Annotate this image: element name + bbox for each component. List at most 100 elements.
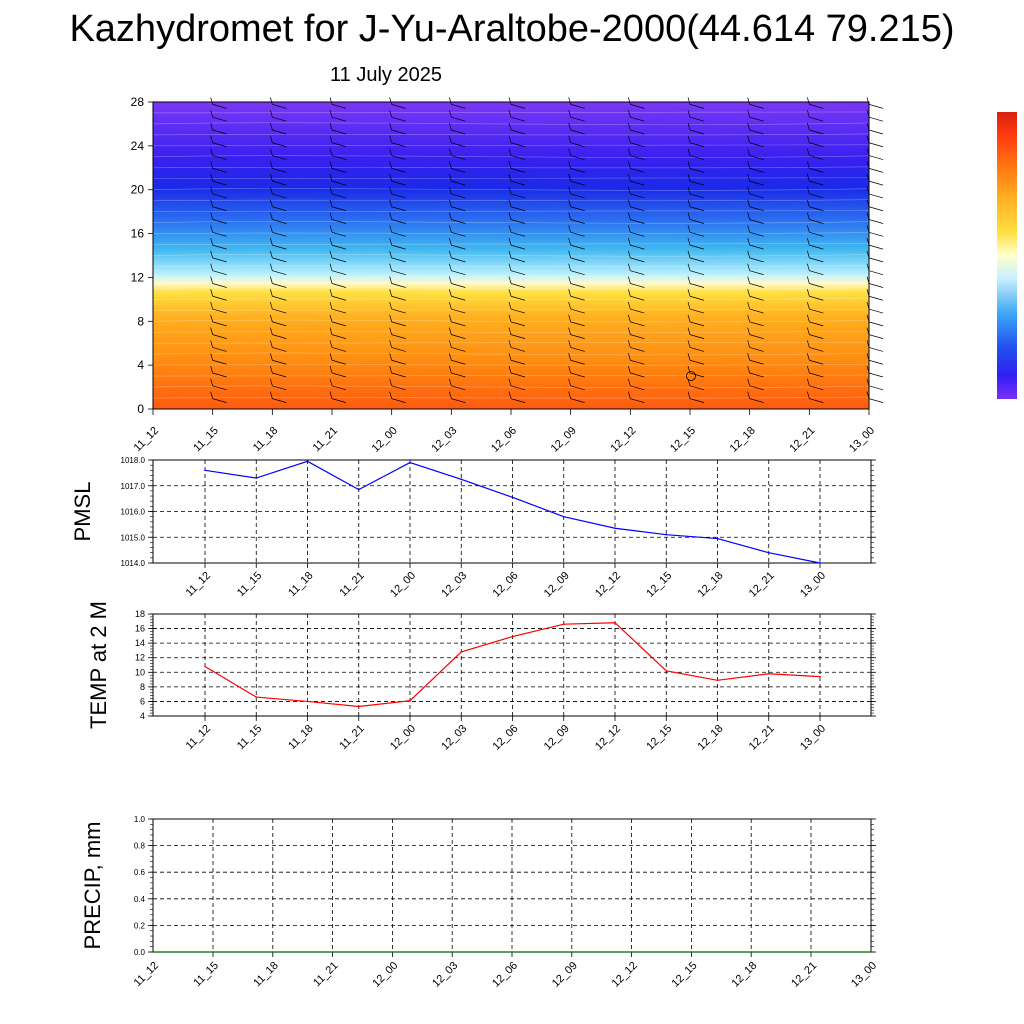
wind-barb: [451, 219, 466, 224]
wind-barb: [331, 321, 347, 327]
data-point: [511, 951, 513, 953]
x-tick-label: 13_00: [798, 570, 828, 600]
wind-barb: [749, 334, 764, 339]
wind-barb: [868, 104, 884, 109]
wind-barb: [570, 142, 585, 148]
wind-barb: [687, 238, 691, 246]
wind-barb: [331, 231, 347, 237]
wind-barb: [448, 212, 452, 220]
wind-barb: [331, 129, 347, 135]
wind-barb: [568, 110, 572, 118]
wind-barb: [689, 257, 705, 263]
wind-barb: [749, 180, 764, 186]
wind-barb: [212, 295, 227, 301]
wind-barb: [809, 295, 824, 301]
wind-barb: [868, 308, 884, 314]
wind-barb: [627, 212, 631, 220]
wind-barb: [210, 301, 214, 310]
y-tick-label: 18: [135, 609, 145, 619]
wind-barb: [508, 289, 512, 297]
wind-barb: [568, 340, 572, 348]
wind-barb: [269, 263, 273, 271]
x-tick-label: 12_09: [550, 960, 580, 990]
wind-barb: [210, 225, 214, 233]
wind-barb: [868, 206, 884, 212]
wind-barb: [451, 129, 466, 135]
wind-barb: [868, 219, 884, 224]
wind-barb: [747, 238, 751, 246]
wind-barb: [570, 257, 585, 263]
wind-barb: [272, 257, 287, 263]
data-point: [511, 635, 514, 638]
wind-barb: [809, 155, 824, 160]
chart-date: 11 July 2025: [330, 64, 442, 86]
wind-barb: [448, 199, 452, 207]
wind-barb: [689, 372, 705, 378]
wind-barb: [451, 283, 466, 288]
wind-barb: [389, 327, 393, 335]
wind-barb: [749, 372, 764, 378]
wind-barb: [389, 353, 393, 361]
data-point: [409, 699, 411, 702]
data-point: [271, 951, 274, 953]
y-tick-label: 1.0: [134, 815, 146, 824]
wind-barb: [806, 199, 810, 207]
wind-barb: [747, 174, 751, 182]
contour-line: [152, 330, 870, 333]
wind-barb: [212, 193, 227, 199]
wind-barb: [269, 186, 273, 195]
wind-barb: [329, 148, 333, 156]
wind-barb: [272, 283, 287, 288]
wind-barb: [510, 244, 526, 250]
wind-barb: [809, 398, 824, 403]
wind-barb: [689, 104, 705, 109]
wind-barb: [391, 257, 406, 263]
wind-barb: [272, 334, 287, 339]
wind-barb: [806, 212, 810, 220]
wind-barb: [212, 359, 227, 365]
wind-barb: [389, 199, 393, 207]
wind-barb: [210, 174, 214, 182]
wind-barb: [329, 225, 333, 233]
data-point: [614, 621, 616, 624]
wind-barb: [269, 327, 273, 335]
wind-barb: [329, 314, 333, 322]
wind-barb: [269, 174, 273, 182]
y-tick-label: 10: [135, 667, 145, 677]
wind-barb: [868, 283, 884, 288]
wind-barb: [568, 391, 572, 399]
wind-barb: [806, 378, 810, 386]
data-point: [204, 469, 206, 472]
data-point: [716, 537, 719, 540]
wind-barb: [749, 142, 764, 148]
wind-barb: [630, 219, 645, 224]
wind-barb: [510, 193, 526, 199]
wind-barb: [627, 161, 631, 169]
wind-barb: [269, 110, 273, 118]
wind-barb: [630, 244, 645, 250]
wind-barb: [272, 142, 287, 148]
wind-barb: [210, 378, 214, 386]
wind-barb: [269, 250, 273, 258]
wind-barb: [570, 385, 585, 391]
wind-barb: [331, 295, 347, 301]
wind-barb: [212, 129, 227, 135]
wind-barb: [630, 359, 645, 365]
y-tick-label: 0.4: [134, 895, 146, 904]
x-tick-label: 12_00: [370, 960, 400, 990]
wind-barb: [627, 391, 631, 399]
wind-barb: [269, 276, 273, 284]
wind-barb: [389, 289, 393, 297]
wind-barb: [451, 116, 466, 122]
wind-barb: [687, 276, 691, 284]
wind-barb: [272, 321, 287, 327]
wind-barb: [389, 301, 393, 310]
wind-barb: [508, 276, 512, 284]
wind-barb: [630, 321, 645, 327]
wind-barb: [212, 270, 227, 276]
x-tick-label: 13_00: [849, 960, 879, 990]
wind-barb: [448, 161, 452, 169]
wind-barb: [689, 334, 705, 339]
wind-barb: [749, 359, 764, 365]
wind-barb: [570, 155, 585, 160]
